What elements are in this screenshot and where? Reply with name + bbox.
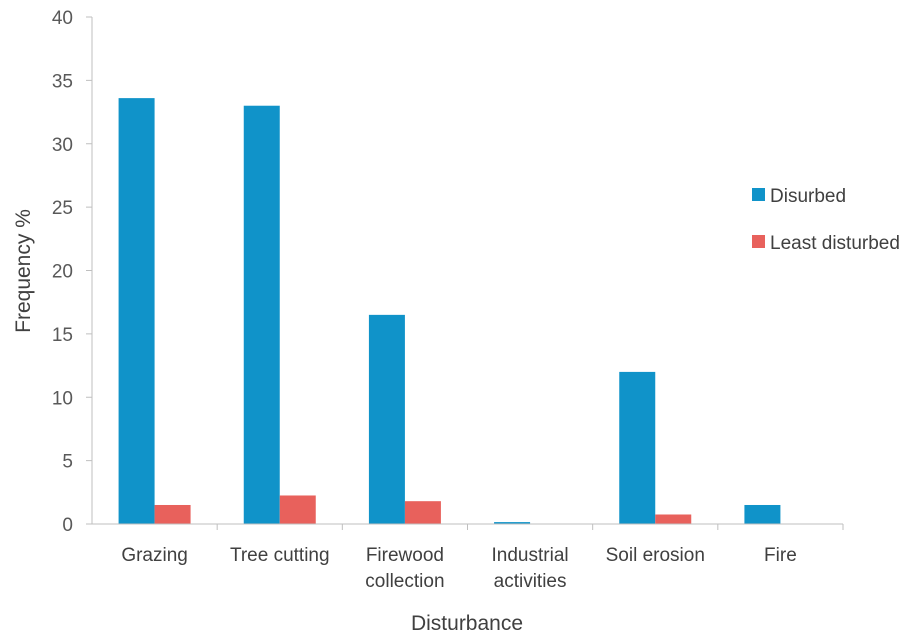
bar-disurbed — [494, 522, 531, 524]
bar-disurbed — [243, 105, 280, 524]
bar-disurbed — [118, 98, 155, 525]
x-category-label: Industrial — [492, 545, 569, 566]
x-category-label: Soil erosion — [606, 545, 705, 566]
x-category-label: Fire — [764, 545, 797, 566]
legend: Disurbed Least disturbed — [752, 186, 900, 254]
bar-least-disturbed — [279, 495, 316, 524]
y-axis-title: Frequency % — [12, 209, 35, 333]
y-tick-label: 25 — [52, 198, 73, 219]
legend-swatch — [752, 235, 765, 248]
y-tick-label: 35 — [52, 71, 73, 92]
bar-disurbed — [744, 504, 781, 524]
y-tick-label: 0 — [62, 515, 73, 536]
y-tick-label: 15 — [52, 325, 73, 346]
bar-least-disturbed — [154, 504, 191, 524]
y-tick-label: 30 — [52, 135, 73, 156]
x-category-label: collection — [365, 571, 444, 592]
bars — [118, 98, 781, 525]
bar-disurbed — [619, 371, 656, 524]
y-axis: 0 5 10 15 20 25 30 35 40 — [52, 8, 93, 536]
x-category-label: Firewood — [366, 545, 444, 566]
x-axis-title: Disturbance — [411, 612, 523, 635]
legend-label: Least disturbed — [770, 233, 900, 254]
y-tick-label: 5 — [62, 452, 73, 473]
y-tick-label: 10 — [52, 388, 73, 409]
x-category-label: Tree cutting — [230, 545, 330, 566]
bar-least-disturbed — [655, 514, 692, 524]
bar-least-disturbed — [404, 501, 441, 524]
y-tick-label: 20 — [52, 262, 73, 283]
legend-swatch — [752, 188, 765, 201]
x-category-label: activities — [494, 571, 567, 592]
x-axis: Grazing Tree cutting Firewood collection Ind… — [92, 523, 844, 592]
y-tick-label: 40 — [52, 8, 73, 29]
legend-label: Disurbed — [770, 186, 846, 207]
x-category-label: Grazing — [121, 545, 188, 566]
bar-disurbed — [368, 314, 405, 524]
